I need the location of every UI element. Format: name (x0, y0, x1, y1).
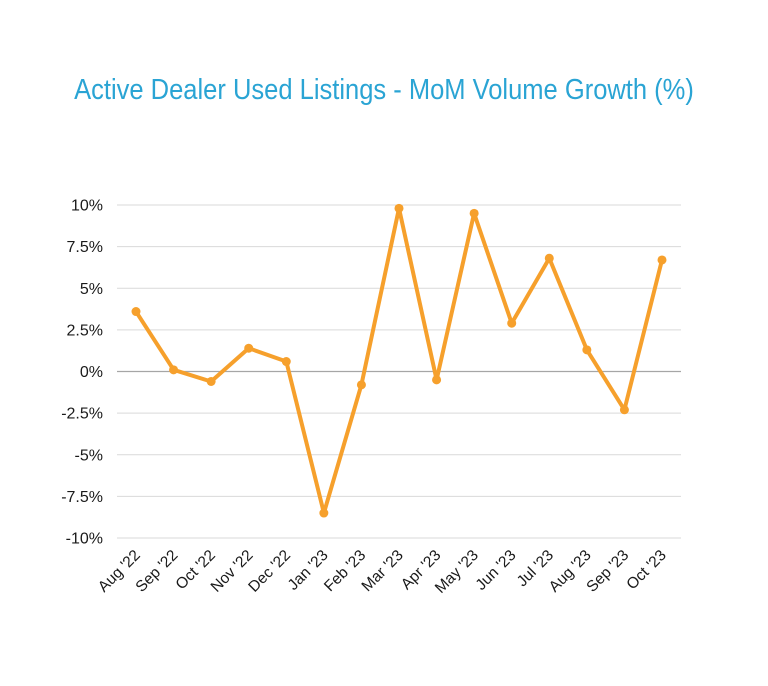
series-layer (131, 203, 667, 518)
data-point (244, 343, 254, 353)
data-point (356, 380, 366, 390)
data-point (582, 345, 592, 355)
data-point (281, 357, 291, 367)
y-tick-label: -10% (66, 531, 103, 548)
data-point (469, 208, 479, 218)
gridlines (117, 204, 681, 539)
data-point (131, 307, 141, 317)
y-tick-label: -5% (75, 447, 103, 464)
y-tick-label: 5% (80, 281, 103, 298)
data-point (657, 255, 667, 265)
data-point (432, 375, 442, 385)
series-line (134, 206, 664, 515)
y-axis-ticks: 10% 7.5% 5% 2.5% 0% -2.5% -5% -7.5% -10% (61, 198, 103, 548)
data-point (169, 365, 179, 375)
y-tick-label: 7.5% (67, 239, 103, 256)
y-tick-label: -2.5% (61, 406, 103, 423)
y-tick-label: -7.5% (61, 489, 103, 506)
x-tick-label: Mar '23 (359, 547, 407, 595)
chart-title: Active Dealer Used Listings - MoM Volume… (74, 74, 694, 106)
data-point (507, 318, 517, 328)
y-tick-label: 10% (71, 198, 103, 215)
data-point (619, 405, 629, 415)
x-tick-label: Sep '22 (133, 547, 182, 596)
data-point (319, 508, 329, 518)
data-point (206, 376, 216, 386)
x-tick-label: Oct '23 (623, 547, 669, 593)
y-tick-label: 2.5% (67, 322, 103, 339)
x-tick-label: Sep '23 (583, 547, 632, 596)
data-point (544, 253, 554, 263)
x-tick-label: Dec '22 (245, 547, 294, 596)
data-point (394, 203, 404, 213)
y-tick-label: 0% (80, 364, 103, 381)
x-tick-label: Jun '23 (473, 547, 520, 594)
